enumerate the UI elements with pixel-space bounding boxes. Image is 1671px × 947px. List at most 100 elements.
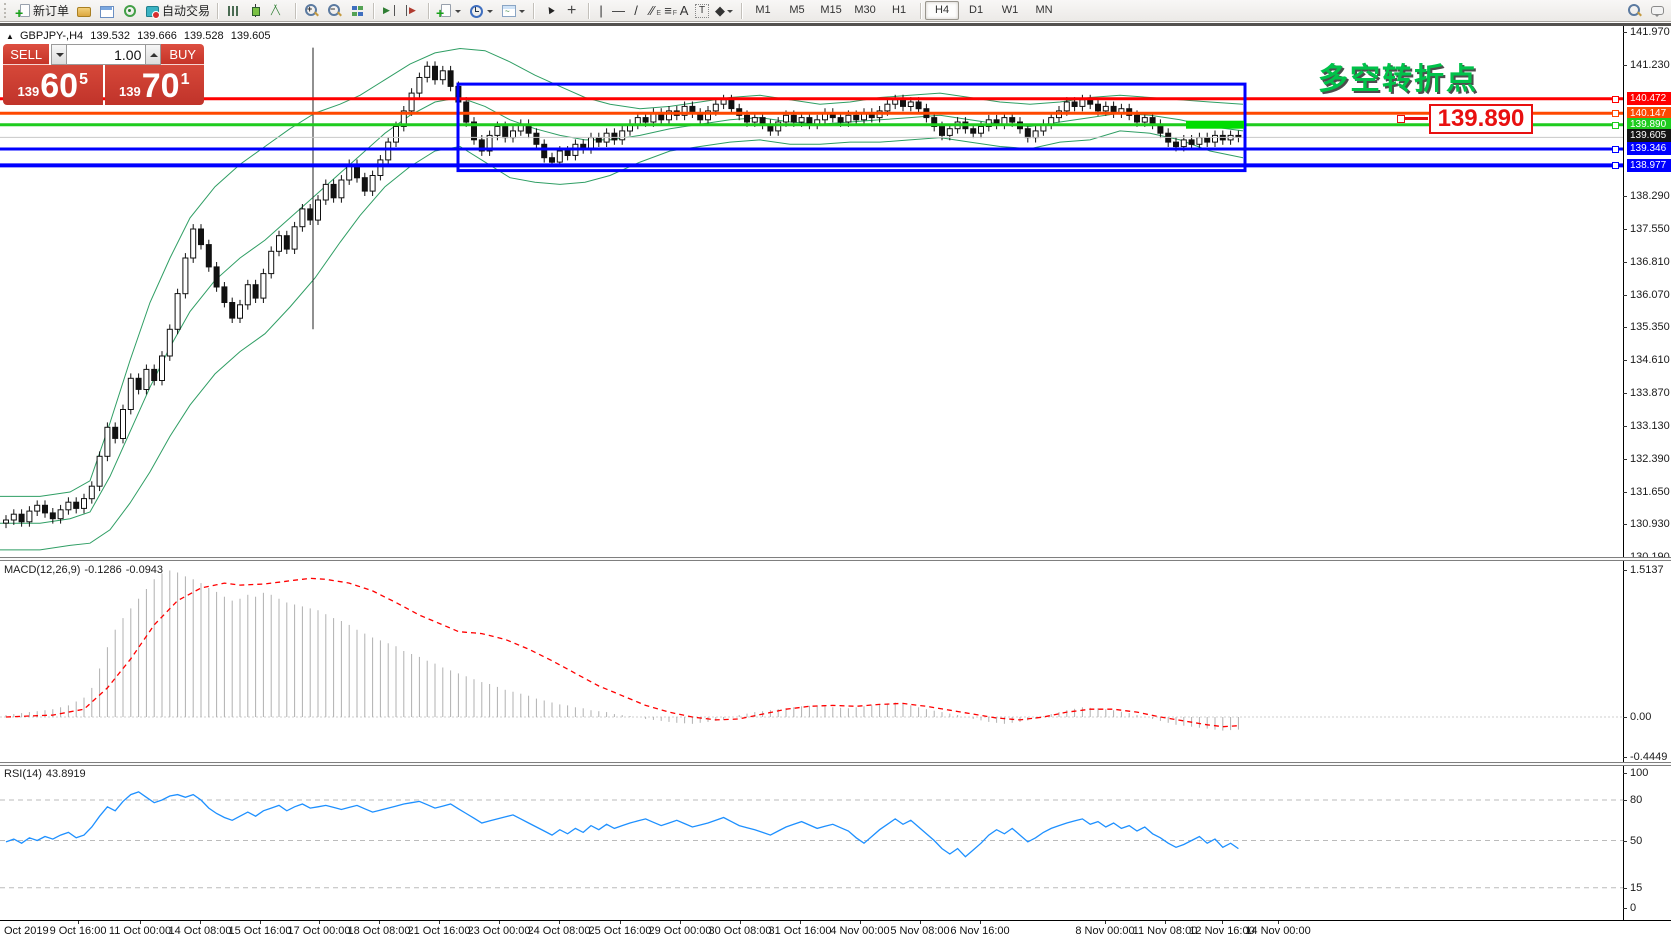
candle-body: [845, 114, 852, 123]
toolbar-grip[interactable]: [4, 3, 8, 18]
zoom-in-button[interactable]: +: [300, 0, 323, 22]
dropdown-caret-icon[interactable]: [455, 10, 462, 16]
chart-shift-icon: [404, 3, 421, 19]
dropdown-caret-icon[interactable]: [727, 10, 734, 16]
new-order-button[interactable]: 新订单: [12, 0, 72, 22]
main-chart[interactable]: [0, 0, 1623, 558]
time-tick-label: 15 Oct 16:00: [228, 925, 292, 937]
macd-panel[interactable]: [0, 560, 1623, 762]
time-tick-label: 24 Oct 08:00: [527, 925, 591, 937]
buy-price-button[interactable]: 139 70 1: [104, 65, 204, 105]
candle-body: [135, 377, 142, 390]
time-tick-mark: [1278, 920, 1279, 924]
sell-button[interactable]: SELL: [3, 44, 50, 65]
market-watch-button[interactable]: [95, 0, 118, 22]
text-button[interactable]: A: [676, 0, 692, 22]
timeframe-w1[interactable]: W1: [1001, 4, 1019, 16]
auto-scroll-button[interactable]: [378, 0, 401, 22]
candle-body: [884, 103, 891, 112]
price-callout-box: 139.890: [1429, 104, 1533, 134]
timeframe-h1[interactable]: H1: [892, 4, 907, 16]
toolbar-separator: [428, 2, 430, 19]
rsi-line: [5, 791, 1239, 858]
chart-shift-button[interactable]: [401, 0, 424, 22]
rsi-tick-label: 100: [1630, 767, 1649, 779]
time-tick-mark: [680, 920, 681, 924]
dropdown-caret-icon[interactable]: [487, 10, 494, 16]
autotrading-button[interactable]: 自动交易: [141, 0, 213, 22]
candle-body: [1141, 117, 1148, 123]
volume-input[interactable]: [67, 44, 146, 65]
timeframe-m1[interactable]: M1: [755, 4, 771, 16]
price-tick-mark: [1623, 262, 1627, 263]
time-tick-mark: [140, 920, 141, 924]
candle-body: [1173, 141, 1179, 148]
search-button[interactable]: [1623, 0, 1646, 22]
candle-body: [595, 137, 602, 143]
candlestick-chart-button[interactable]: [245, 0, 268, 22]
triangle-down-icon: [56, 53, 65, 61]
candle-body: [416, 77, 423, 94]
fibonacci-icon: ≡ F: [664, 2, 678, 18]
chat-icon: [1649, 3, 1666, 19]
sell-price-button[interactable]: 139 60 5: [3, 65, 103, 105]
timeframe-m5[interactable]: M5: [789, 4, 805, 16]
time-tick-mark: [1222, 920, 1223, 924]
timeframe-m30[interactable]: M30: [854, 4, 876, 16]
timeframe-d1[interactable]: D1: [969, 4, 984, 16]
consolidation-box[interactable]: [456, 82, 1247, 173]
collapse-arrow-icon[interactable]: ▲: [6, 32, 14, 41]
line-anchor: [1612, 110, 1619, 117]
volume-increase-button[interactable]: [145, 44, 162, 65]
timeframe-h4[interactable]: H4: [925, 1, 960, 20]
arrows-button[interactable]: ◆: [712, 0, 737, 22]
candle-body: [205, 244, 212, 268]
chat-button[interactable]: [1646, 0, 1669, 22]
candle-body: [88, 485, 95, 500]
templates-button[interactable]: [497, 0, 529, 22]
price-tick-label: 133.130: [1630, 420, 1670, 432]
timeframe-mn[interactable]: MN: [1035, 4, 1053, 16]
volume-decrease-button[interactable]: [51, 44, 68, 65]
periods-button[interactable]: [465, 0, 497, 22]
vertical-line-button[interactable]: |: [593, 0, 609, 22]
time-tick-mark: [740, 920, 741, 924]
rsi-tick-label: 0: [1630, 902, 1637, 914]
candle-body: [143, 368, 150, 390]
buy-button[interactable]: BUY: [161, 44, 204, 65]
channel-button[interactable]: ∕∕ E: [644, 0, 661, 22]
zoom-out-button[interactable]: −: [323, 0, 346, 22]
crosshair-button[interactable]: [561, 0, 584, 22]
cursor-button[interactable]: [538, 0, 561, 22]
sell-price-big: 60: [40, 67, 79, 105]
candle-body: [338, 179, 345, 199]
green-highlight-bar[interactable]: [1186, 120, 1244, 129]
indicators-button[interactable]: [433, 0, 465, 22]
candle-body: [283, 235, 290, 250]
tile-windows-button[interactable]: [346, 0, 369, 22]
time-tick-label: 11 Nov 08:00: [1132, 925, 1198, 937]
timeframe-m15[interactable]: M15: [820, 4, 842, 16]
horizontal-line-button[interactable]: —: [609, 0, 628, 22]
dropdown-caret-icon[interactable]: [519, 10, 526, 16]
rsi-tick-label: 50: [1630, 835, 1643, 847]
signals-button[interactable]: [118, 0, 141, 22]
rsi-splitter[interactable]: [0, 762, 1671, 766]
candle-body: [393, 126, 399, 143]
macd-tick-label: 0.00: [1630, 711, 1652, 723]
time-tick-mark: [980, 920, 981, 924]
candle-body: [408, 92, 415, 112]
macd-splitter[interactable]: [0, 557, 1671, 561]
trendline-button[interactable]: /: [628, 0, 644, 22]
line-chart-button[interactable]: [268, 0, 291, 22]
candle-body: [502, 126, 509, 139]
text-label-button[interactable]: T: [692, 0, 712, 22]
line-anchor: [1612, 122, 1619, 129]
bar-chart-button[interactable]: [222, 0, 245, 22]
turning-point-annotation: 多空转折点: [1318, 63, 1478, 96]
candle-body: [798, 117, 805, 123]
profiles-button[interactable]: [72, 0, 95, 22]
rsi-panel[interactable]: [0, 765, 1623, 918]
fibonacci-button[interactable]: ≡ F: [660, 0, 678, 22]
